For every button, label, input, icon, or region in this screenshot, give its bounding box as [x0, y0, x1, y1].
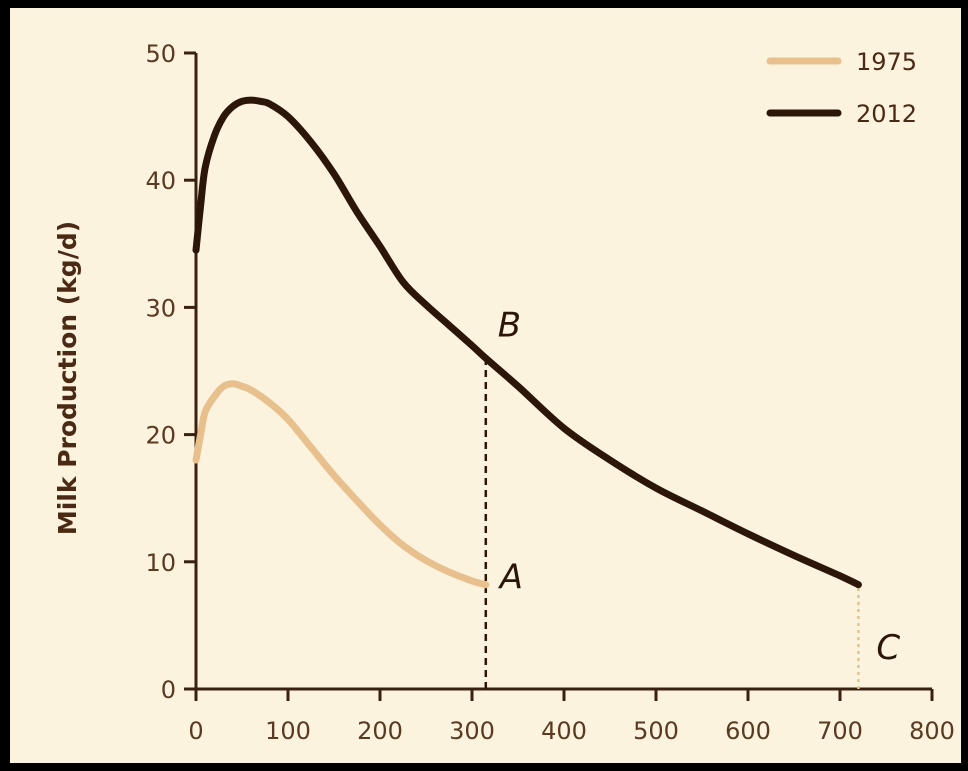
y-axis-label: Milk Production (kg/d)	[53, 221, 82, 535]
y-tick-label: 40	[145, 167, 176, 195]
legend-label-1975: 1975	[856, 48, 917, 76]
annotation-B: B	[498, 305, 521, 345]
legend: 1975 2012	[766, 48, 917, 128]
x-tick-label: 200	[357, 717, 403, 745]
y-tick-label: 0	[161, 676, 176, 704]
series-line-2012	[192, 96, 862, 589]
x-tick-label: 0	[188, 717, 203, 745]
reference-lines	[484, 358, 860, 689]
milk-production-chart: 0 100 200 300 400 500 600 700 800 0 10 20 30 40 50 A B C…	[53, 40, 955, 745]
chart-panel: 0 100 200 300 400 500 600 700 800 0 10 20 30 40 50 A B C…	[10, 8, 961, 763]
x-tick-label: 300	[449, 717, 495, 745]
annotation-A: A	[498, 558, 523, 598]
axes: 0 100 200 300 400 500 600 700 800 0 10 20 30 40 50	[145, 40, 954, 745]
x-tick-label: 600	[725, 717, 771, 745]
x-tick-label: 700	[817, 717, 863, 745]
y-tick-label: 20	[145, 422, 176, 450]
x-tick-label: 100	[265, 717, 311, 745]
legend-label-2012: 2012	[856, 100, 917, 128]
x-tick-label: 800	[909, 717, 955, 745]
y-tick-label: 50	[145, 40, 176, 68]
annotation-C: C	[876, 628, 900, 668]
y-tick-label: 10	[145, 549, 176, 577]
annotations: A B C	[498, 305, 901, 668]
series-lines	[192, 96, 862, 589]
x-tick-label: 500	[633, 717, 679, 745]
x-tick-label: 400	[541, 717, 587, 745]
y-tick-label: 30	[145, 294, 176, 322]
series-line-1975	[192, 380, 490, 589]
